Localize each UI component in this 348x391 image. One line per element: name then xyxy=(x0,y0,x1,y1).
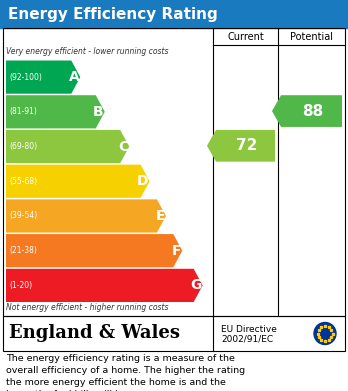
Text: 72: 72 xyxy=(236,138,257,153)
Bar xyxy=(3,28,345,316)
Text: C: C xyxy=(118,140,128,154)
Text: B: B xyxy=(93,105,104,119)
Text: (1-20): (1-20) xyxy=(9,281,32,290)
Text: (81-91): (81-91) xyxy=(9,107,37,116)
Text: A: A xyxy=(69,70,79,84)
Polygon shape xyxy=(6,61,80,94)
Text: Very energy efficient - lower running costs: Very energy efficient - lower running co… xyxy=(6,47,168,56)
Text: 2002/91/EC: 2002/91/EC xyxy=(221,334,273,343)
Text: (39-54): (39-54) xyxy=(9,212,37,221)
Text: (92-100): (92-100) xyxy=(9,73,42,82)
Bar xyxy=(3,316,345,351)
Polygon shape xyxy=(207,130,275,161)
Text: Not energy efficient - higher running costs: Not energy efficient - higher running co… xyxy=(6,303,168,312)
Text: The energy efficiency rating is a measure of the
overall efficiency of a home. T: The energy efficiency rating is a measur… xyxy=(6,354,245,391)
Text: (21-38): (21-38) xyxy=(9,246,37,255)
Bar xyxy=(0,0,348,28)
Polygon shape xyxy=(6,165,150,198)
Text: (55-68): (55-68) xyxy=(9,177,37,186)
Polygon shape xyxy=(6,269,203,302)
Circle shape xyxy=(314,323,336,344)
Polygon shape xyxy=(6,199,166,233)
Polygon shape xyxy=(6,130,129,163)
Text: (69-80): (69-80) xyxy=(9,142,37,151)
Text: G: G xyxy=(190,278,202,292)
Text: EU Directive: EU Directive xyxy=(221,325,277,334)
Polygon shape xyxy=(6,234,182,267)
Text: E: E xyxy=(156,209,165,223)
Text: Energy Efficiency Rating: Energy Efficiency Rating xyxy=(8,7,218,22)
Polygon shape xyxy=(6,95,105,128)
Text: Potential: Potential xyxy=(290,32,333,41)
Text: England & Wales: England & Wales xyxy=(9,325,180,343)
Polygon shape xyxy=(272,95,342,127)
Text: 88: 88 xyxy=(302,104,323,118)
Text: F: F xyxy=(172,244,181,258)
Text: D: D xyxy=(137,174,149,188)
Text: Current: Current xyxy=(227,32,264,41)
